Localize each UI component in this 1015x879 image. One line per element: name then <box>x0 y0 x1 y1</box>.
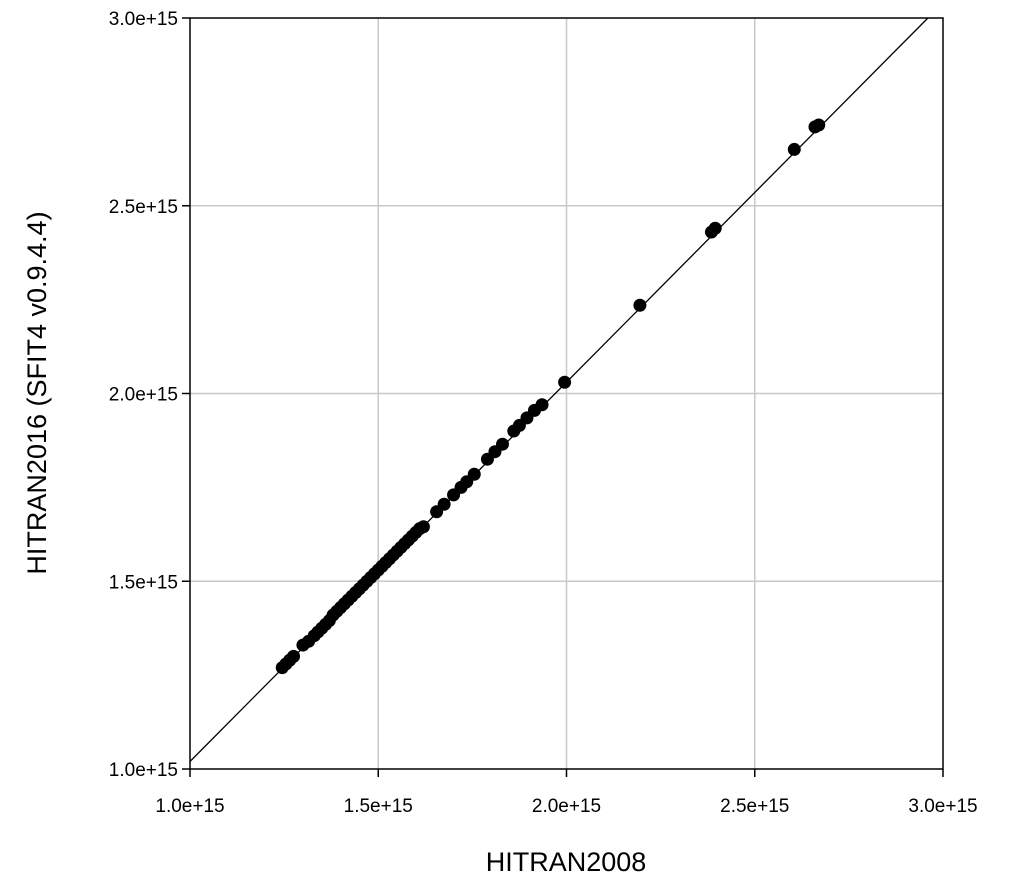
data-point <box>416 520 430 534</box>
y-tick-label: 3.0e+15 <box>109 9 178 30</box>
data-point <box>437 497 451 511</box>
data-point <box>287 649 301 663</box>
y-tick-label: 2.5e+15 <box>109 197 178 218</box>
data-point <box>708 221 722 235</box>
x-tick-label: 1.0e+15 <box>155 796 224 817</box>
y-tick-labels: 1.0e+15 1.5e+15 2.0e+15 2.5e+15 3.0e+15 <box>109 9 178 781</box>
x-axis-title: HITRAN2008 <box>486 847 647 877</box>
data-point <box>787 142 801 156</box>
axis-ticks <box>182 17 944 777</box>
data-points <box>275 118 826 675</box>
grid-lines <box>190 18 943 769</box>
x-tick-labels: 1.0e+15 1.5e+15 2.0e+15 2.5e+15 3.0e+15 <box>155 796 977 817</box>
y-tick-label: 2.0e+15 <box>109 385 178 406</box>
data-point <box>633 298 647 312</box>
data-point <box>467 467 481 481</box>
data-point <box>495 437 509 451</box>
x-tick-label: 2.0e+15 <box>532 796 601 817</box>
x-tick-label: 1.5e+15 <box>344 796 413 817</box>
y-tick-label: 1.5e+15 <box>109 572 178 593</box>
x-tick-label: 2.5e+15 <box>720 796 789 817</box>
x-tick-label: 3.0e+15 <box>908 796 977 817</box>
data-point <box>535 398 549 412</box>
y-axis-title: HITRAN2016 (SFIT4 v0.9.4.4) <box>22 211 52 574</box>
data-point <box>558 375 572 389</box>
y-tick-label: 1.0e+15 <box>109 760 178 781</box>
data-point <box>812 118 826 132</box>
